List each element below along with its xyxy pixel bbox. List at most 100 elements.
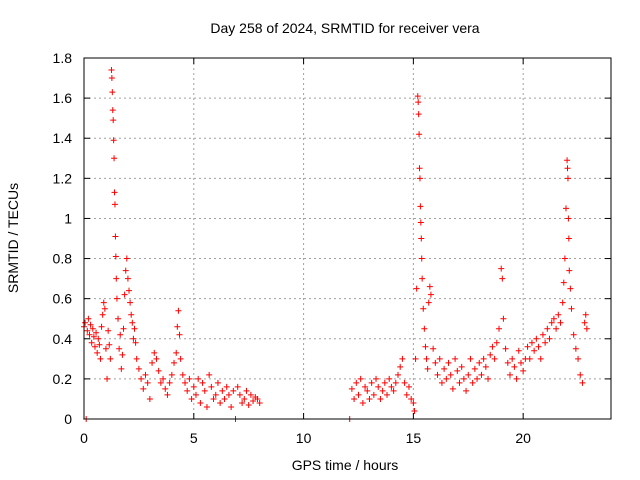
data-point xyxy=(112,253,119,260)
data-point xyxy=(565,235,572,242)
data-point xyxy=(353,379,360,386)
data-point xyxy=(550,315,557,322)
data-point xyxy=(117,331,124,338)
x-tick-label: 0 xyxy=(80,430,88,446)
data-point xyxy=(449,385,456,392)
data-point xyxy=(357,375,364,382)
data-point xyxy=(564,157,571,164)
data-point xyxy=(210,395,217,402)
data-point xyxy=(197,399,204,406)
data-point xyxy=(474,375,481,382)
data-point xyxy=(397,363,404,370)
data-point xyxy=(219,387,226,394)
data-point xyxy=(130,335,137,342)
data-point xyxy=(557,319,564,326)
data-point xyxy=(104,375,111,382)
data-point xyxy=(485,375,492,382)
data-point xyxy=(415,99,422,106)
data-point xyxy=(370,391,377,398)
data-point xyxy=(95,335,102,342)
data-point xyxy=(173,349,180,356)
data-point xyxy=(564,175,571,182)
data-point xyxy=(174,323,181,330)
data-point xyxy=(122,267,129,274)
data-point xyxy=(373,375,380,382)
data-point xyxy=(366,395,373,402)
data-point xyxy=(465,371,472,378)
data-point xyxy=(392,379,399,386)
data-point xyxy=(452,355,459,362)
data-point xyxy=(476,359,483,366)
data-point xyxy=(537,355,544,362)
data-point xyxy=(480,355,487,362)
data-point xyxy=(84,327,91,334)
data-point xyxy=(214,379,221,386)
data-point xyxy=(417,219,424,226)
data-point xyxy=(98,323,105,330)
data-point xyxy=(416,131,423,138)
data-point xyxy=(195,375,202,382)
data-point xyxy=(113,275,120,282)
data-point xyxy=(88,339,95,346)
data-point xyxy=(100,299,107,306)
data-point xyxy=(454,367,461,374)
data-point xyxy=(157,379,164,386)
data-point xyxy=(415,111,422,118)
data-point xyxy=(111,155,118,162)
data-point xyxy=(561,255,568,262)
data-point xyxy=(94,349,101,356)
data-point xyxy=(132,339,139,346)
data-point xyxy=(445,359,452,366)
data-point xyxy=(564,165,571,172)
data-point xyxy=(348,385,355,392)
data-point xyxy=(241,395,248,402)
data-point xyxy=(171,359,178,366)
data-point xyxy=(432,359,439,366)
data-point xyxy=(438,379,445,386)
data-point xyxy=(124,275,131,282)
data-point xyxy=(176,331,183,338)
data-point xyxy=(413,285,420,292)
data-point xyxy=(441,365,448,372)
data-point xyxy=(496,325,503,332)
y-tick-label: 1.8 xyxy=(53,50,73,66)
data-point xyxy=(399,355,406,362)
data-point xyxy=(112,233,119,240)
data-point xyxy=(362,383,369,390)
data-point xyxy=(182,379,189,386)
data-point xyxy=(500,315,507,322)
y-tick-label: 0.6 xyxy=(53,291,73,307)
data-point xyxy=(379,387,386,394)
data-point xyxy=(568,305,575,312)
data-point xyxy=(351,395,358,402)
data-point xyxy=(381,379,388,386)
data-point xyxy=(567,285,574,292)
data-point xyxy=(149,359,156,366)
data-point xyxy=(559,299,566,306)
data-point xyxy=(359,399,366,406)
data-point xyxy=(436,355,443,362)
data-point xyxy=(456,379,463,386)
data-point xyxy=(515,347,522,354)
data-point xyxy=(386,375,393,382)
data-point xyxy=(190,383,197,390)
data-point xyxy=(115,315,122,322)
data-point xyxy=(153,355,160,362)
data-point xyxy=(155,367,162,374)
data-point xyxy=(426,283,433,290)
data-points xyxy=(81,67,590,422)
data-point xyxy=(533,335,540,342)
data-point xyxy=(201,387,208,394)
data-point xyxy=(146,395,153,402)
data-point xyxy=(421,325,428,332)
y-tick-label: 0.4 xyxy=(53,331,73,347)
data-point xyxy=(108,67,115,74)
data-point xyxy=(405,383,412,390)
data-point xyxy=(478,371,485,378)
data-point xyxy=(228,403,235,410)
data-point xyxy=(579,379,586,386)
data-point xyxy=(511,363,518,370)
data-point xyxy=(410,399,417,406)
data-point xyxy=(86,331,93,338)
data-point xyxy=(133,355,140,362)
